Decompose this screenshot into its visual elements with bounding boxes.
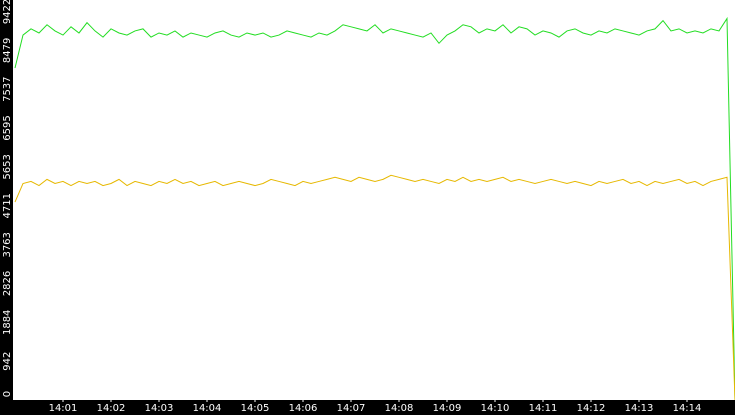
x-tick-label: 14:07 [337,403,366,414]
y-tick-label: 1884 [2,310,13,335]
x-axis-strip [0,400,735,415]
y-tick-label: 0 [2,391,13,397]
series-line [14,16,735,401]
y-axis-strip [0,0,13,415]
x-tick-label: 14:06 [289,403,318,414]
x-tick-label: 14:02 [97,403,126,414]
y-tick-label: 942 [2,352,13,371]
y-tick-label: 2826 [2,271,13,296]
y-tick-label: 3763 [2,232,13,257]
x-tick-label: 14:10 [481,403,510,414]
x-tick-label: 14:08 [385,403,414,414]
x-tick-label: 14:09 [433,403,462,414]
y-tick-label: 8479 [2,38,13,63]
x-tick-label: 14:05 [241,403,270,414]
y-tick-label: 9422 [2,0,13,24]
x-tick-label: 14:12 [577,403,606,414]
y-tick-label: 7537 [2,76,13,101]
series-line [14,174,735,401]
y-tick-label: 5653 [2,154,13,179]
x-tick-label: 14:03 [145,403,174,414]
x-tick-label: 14:11 [529,403,558,414]
x-tick-label: 14:04 [193,403,222,414]
x-tick-label: 14:13 [625,403,654,414]
x-tick-label: 14:14 [673,403,702,414]
x-tick-label: 14:01 [49,403,78,414]
y-tick-label: 6595 [2,115,13,140]
y-tick-label: 4711 [2,193,13,218]
